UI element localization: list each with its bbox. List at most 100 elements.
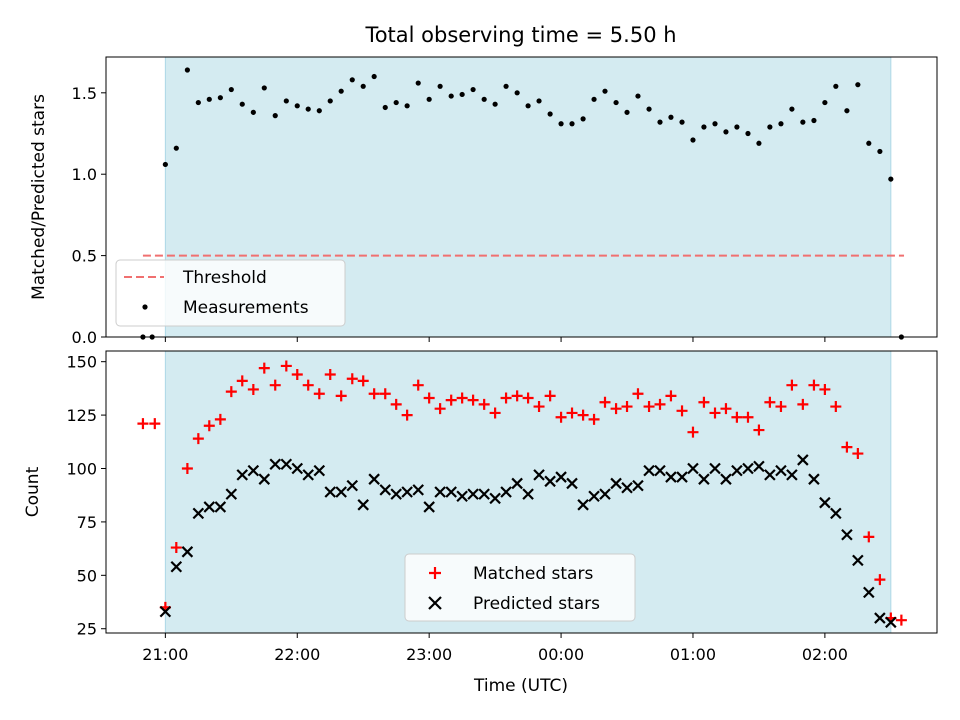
predicted-star-point [577, 499, 589, 511]
measurement-point [844, 108, 850, 114]
predicted-star-point [225, 488, 238, 500]
measurement-point [877, 148, 883, 155]
measurement-point [525, 103, 531, 109]
predicted-star-point [313, 464, 326, 477]
measurement-point [734, 124, 740, 130]
measurement-point [514, 90, 520, 96]
measurement-point [272, 113, 278, 119]
predicted-star-point [599, 488, 611, 500]
predicted-star-point [247, 464, 260, 477]
predicted-star-point [786, 469, 798, 481]
matched-star-point [687, 426, 699, 438]
predicted-star-point [621, 481, 633, 494]
measurement-point [481, 96, 487, 102]
predicted-star-point [819, 496, 831, 509]
measurement-point [261, 85, 267, 91]
predicted-star-point [302, 469, 314, 481]
matched-star-point [236, 375, 248, 387]
threshold-legend-label: Threshold [182, 268, 267, 288]
predicted-star-point [709, 462, 721, 475]
measurement-point [855, 82, 861, 88]
measurement-point [800, 119, 806, 125]
matched-star-point [643, 401, 655, 413]
ratio-panel: 0.0 0.5 1.0 1.5 Matched/Predicted stars Thr… [29, 56, 938, 347]
measurement-point [195, 99, 201, 106]
predicted-star-point [379, 484, 392, 496]
predicted-star-point [533, 469, 545, 481]
predicted-star-point [753, 460, 765, 473]
predicted-star-point [456, 490, 468, 503]
x-axis-label: Time (UTC) [473, 676, 568, 696]
predicted-star-point [478, 488, 490, 500]
predicted-star-point [643, 464, 655, 477]
matched-star-point [269, 379, 281, 391]
matched-star-point [401, 409, 413, 421]
measurement-point [338, 88, 344, 94]
predicted-star-point [555, 471, 567, 483]
predicted-star-point [676, 471, 688, 483]
measurement-point [635, 93, 641, 99]
predicted-legend-marker [428, 596, 442, 610]
predicted-star-point [687, 462, 699, 475]
predicted-star-point [863, 586, 875, 599]
matched-star-point [841, 441, 853, 453]
measurement-point [657, 119, 663, 125]
matched-star-point [467, 394, 479, 406]
predicted-star-point [236, 469, 249, 481]
matched-star-point [522, 392, 534, 404]
y-tick-label: 0.5 [72, 247, 97, 266]
measurement-point [756, 140, 762, 146]
measurement-point [360, 83, 366, 89]
measurement-point [690, 137, 696, 143]
y-tick-label: 25 [77, 620, 97, 639]
measurement-point [712, 121, 718, 127]
measurement-point [811, 117, 817, 124]
x-tick-label: 22:00 [274, 645, 320, 664]
predicted-star-point [797, 454, 809, 466]
measurement-point [580, 116, 586, 122]
matched-star-point [764, 396, 776, 408]
measurement-point [162, 161, 168, 168]
measurement-point [822, 99, 828, 106]
chart-title: Total observing time = 5.50 h [364, 23, 676, 47]
predicted-star-point [698, 473, 710, 485]
matched-star-point [797, 398, 809, 410]
measurement-point [613, 99, 619, 106]
matched-star-point [544, 390, 556, 402]
measurement-point [668, 114, 674, 120]
measurement-point [404, 103, 410, 109]
measurement-point [283, 98, 289, 104]
x-tick-label: 21:00 [142, 645, 188, 664]
y-tick-label: 0.0 [72, 328, 97, 347]
matched-legend-marker [429, 567, 441, 579]
measurement-point [558, 121, 564, 127]
measurement-point [778, 121, 784, 127]
measurement-point [250, 109, 256, 115]
matched-star-point [599, 396, 611, 408]
predicted-star-point [720, 473, 732, 485]
matched-star-point [379, 388, 391, 400]
matched-star-point [588, 413, 600, 425]
measurement-point [294, 103, 300, 109]
predicted-star-point [434, 486, 446, 498]
matched-star-point [192, 433, 204, 445]
predicted-star-point [654, 464, 666, 477]
measurement-point [349, 77, 355, 83]
measurements-legend-label: Measurements [183, 298, 309, 318]
matched-star-point [203, 420, 215, 432]
predicted-star-point [159, 605, 172, 618]
predicted-star-point [775, 464, 787, 477]
predicted-star-point [522, 488, 534, 500]
matched-star-point [291, 369, 303, 380]
measurement-point [569, 121, 575, 127]
measurement-point [239, 101, 245, 107]
count-legend-box [404, 553, 636, 622]
matched-star-point [423, 392, 435, 404]
predicted-star-point [742, 462, 754, 475]
matched-star-point [720, 403, 732, 415]
matched-star-point [753, 424, 765, 436]
predicted-star-point [544, 475, 556, 488]
matched-star-point [676, 405, 688, 417]
matched-star-point [390, 398, 402, 410]
